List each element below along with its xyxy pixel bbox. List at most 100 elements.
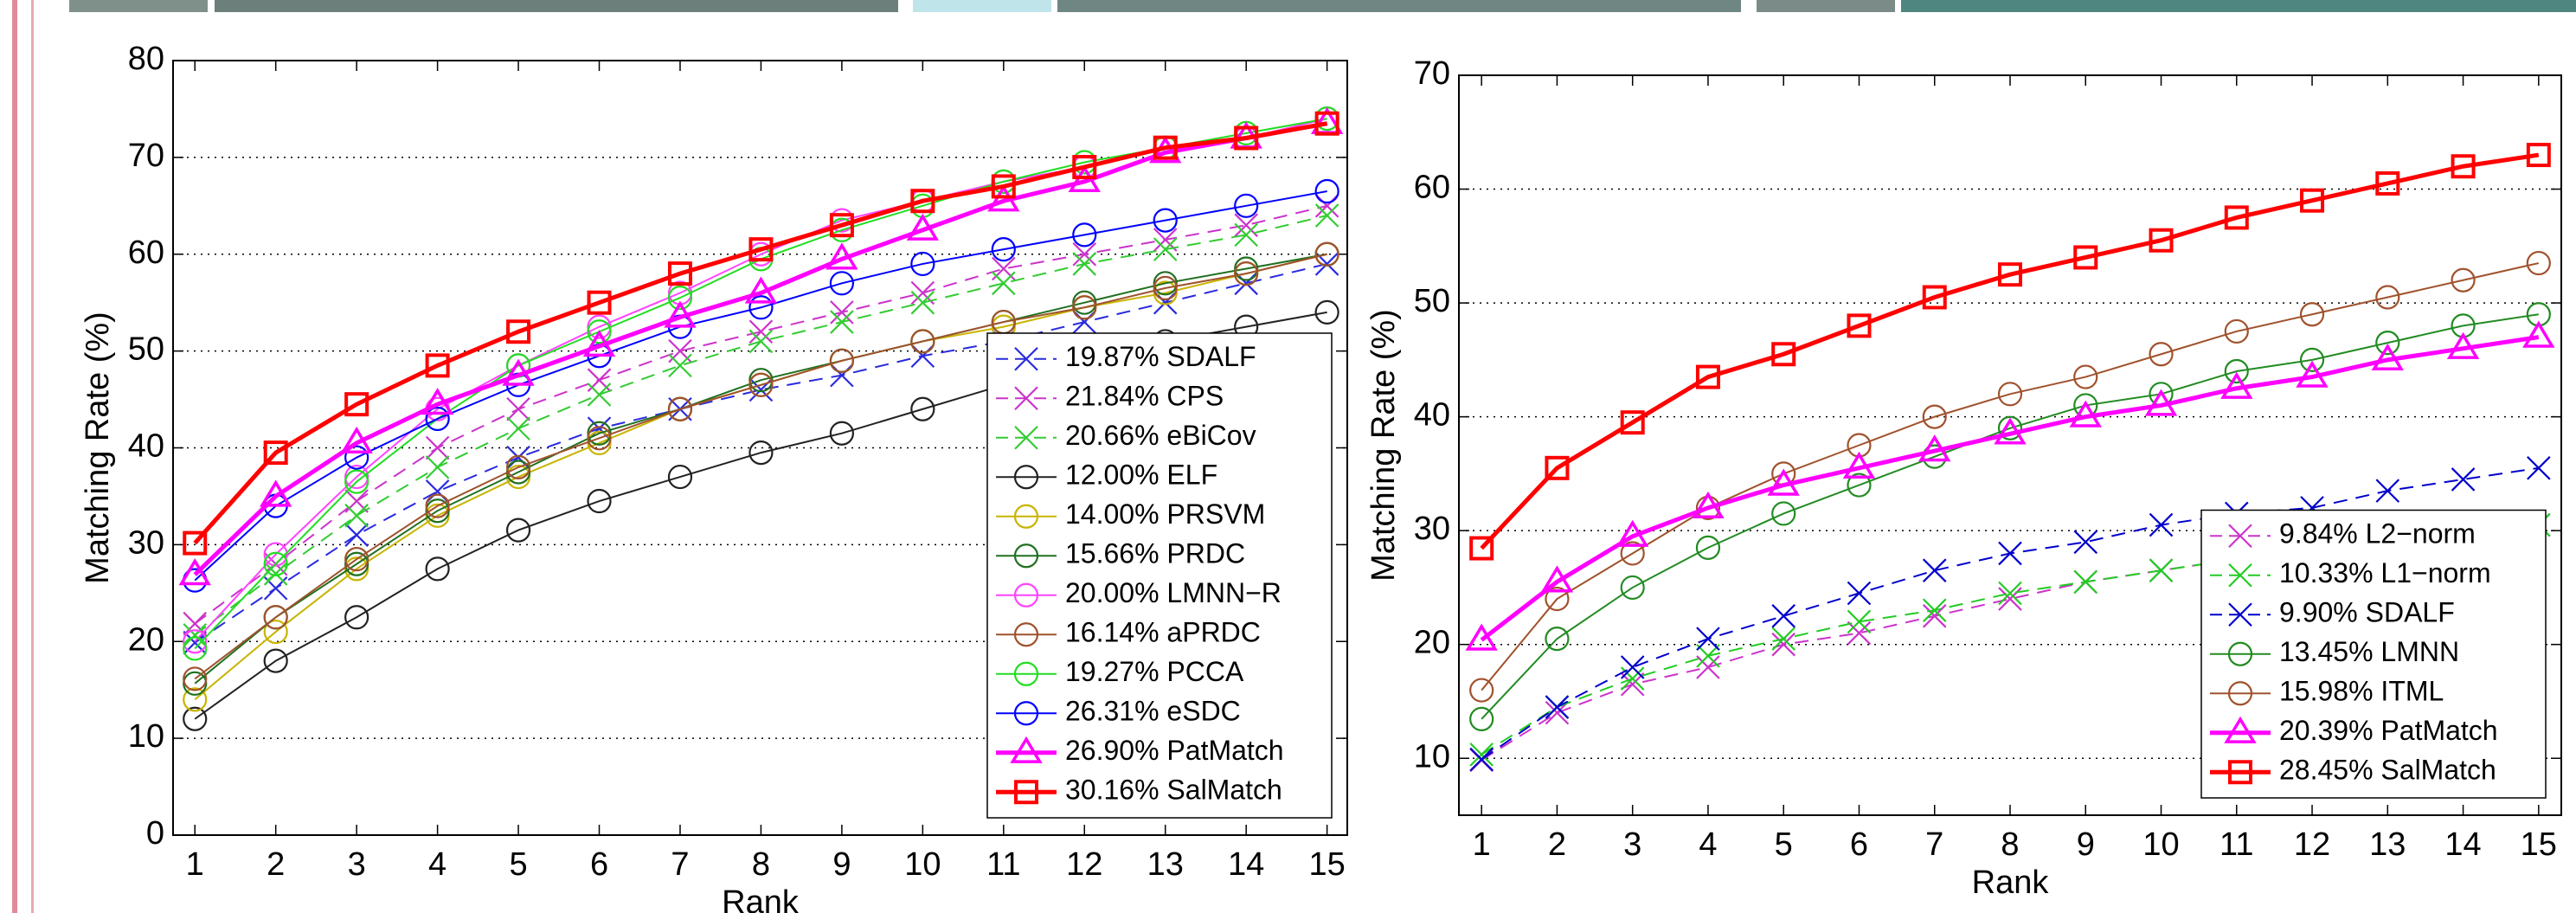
page-border — [31, 0, 34, 913]
legend-label: 16.14% aPRDC — [1065, 617, 1261, 648]
marker — [1771, 632, 1795, 657]
legend-label: 19.27% PCCA — [1065, 656, 1244, 687]
series-line — [1480, 335, 2540, 642]
marker — [1465, 623, 1498, 651]
y-tick-label: 60 — [1414, 170, 1450, 206]
marker — [1314, 111, 1339, 136]
marker — [2149, 512, 2174, 537]
marker — [825, 242, 858, 270]
y-tick-label: 70 — [1414, 55, 1450, 92]
series-line — [194, 190, 1327, 582]
marker — [183, 666, 208, 691]
marker — [2228, 602, 2252, 627]
marker — [2227, 681, 2253, 706]
marker — [1545, 455, 1570, 480]
marker — [263, 605, 288, 630]
marker — [748, 440, 774, 466]
marker — [425, 435, 450, 460]
marker — [1918, 434, 1951, 462]
legend-label: 26.90% PatMatch — [1065, 735, 1284, 766]
marker — [1620, 655, 1645, 679]
marker — [425, 455, 450, 479]
marker — [1771, 342, 1796, 367]
marker — [1234, 222, 1258, 248]
marker — [263, 562, 288, 586]
marker — [992, 271, 1016, 296]
marker — [587, 383, 612, 407]
x-tick-label: 7 — [1925, 826, 1943, 863]
y-tick-label: 0 — [146, 815, 164, 852]
marker — [830, 363, 854, 388]
marker — [506, 319, 531, 344]
marker — [344, 469, 369, 494]
x-tick-label: 3 — [348, 846, 366, 883]
legend-label: 14.00% PRSVM — [1065, 498, 1265, 530]
marker — [2371, 343, 2404, 370]
legend-label: 30.16% SalMatch — [1065, 775, 1282, 806]
x-tick-label: 13 — [2369, 826, 2406, 863]
marker — [1234, 125, 1259, 151]
marker — [344, 551, 369, 576]
marker — [2220, 371, 2253, 399]
marker — [910, 396, 935, 421]
marker — [2296, 360, 2329, 388]
marker — [1847, 313, 1872, 338]
y-tick-label: 30 — [128, 524, 164, 561]
marker — [1847, 609, 1872, 634]
marker — [425, 353, 450, 378]
marker — [1314, 178, 1339, 204]
x-tick-label: 12 — [1066, 846, 1102, 883]
marker — [425, 493, 450, 518]
marker — [748, 319, 774, 344]
marker — [829, 213, 854, 238]
marker — [1545, 627, 1570, 652]
marker — [2375, 285, 2400, 310]
x-tick-label: 5 — [1775, 826, 1793, 863]
marker — [183, 611, 208, 636]
marker — [344, 547, 369, 572]
marker — [2299, 347, 2325, 372]
marker — [2451, 267, 2476, 293]
marker — [506, 396, 530, 421]
marker — [1771, 627, 1795, 651]
marker — [505, 454, 531, 479]
marker — [1545, 586, 1570, 612]
marker — [1922, 285, 1947, 310]
marker — [1847, 473, 1872, 498]
marker — [340, 426, 373, 454]
y-tick-label: 10 — [128, 718, 164, 755]
marker — [1922, 558, 1947, 582]
marker — [1616, 519, 1649, 547]
marker — [2224, 716, 2257, 743]
marker — [1540, 565, 1574, 593]
marker — [910, 251, 935, 277]
marker — [2375, 170, 2400, 196]
marker — [748, 329, 774, 354]
marker — [1695, 535, 1721, 560]
marker — [1922, 598, 1947, 623]
marker — [425, 406, 450, 432]
marker — [2526, 250, 2551, 276]
marker — [2224, 358, 2249, 384]
marker — [1922, 604, 1947, 628]
marker — [2451, 154, 2476, 179]
series-line — [194, 253, 1327, 680]
y-tick-label: 80 — [128, 41, 164, 77]
x-tick-label: 4 — [428, 846, 446, 883]
marker — [748, 295, 774, 320]
marker — [505, 518, 531, 543]
legend: 9.84% L2−norm 10.33% L1−norm 9.90% SDALF 13… — [2200, 509, 2547, 799]
marker — [2073, 245, 2098, 270]
marker — [2228, 524, 2252, 549]
marker — [1696, 627, 1720, 651]
marker — [425, 498, 450, 524]
x-axis-label: Rank — [1972, 865, 2050, 901]
x-tick-label: 5 — [509, 846, 527, 883]
x-tick-label: 12 — [2294, 826, 2330, 863]
x-tick-label: 10 — [904, 846, 941, 883]
legend-label: 21.84% CPS — [1065, 381, 1224, 412]
legend-label: 9.90% SDALF — [2279, 597, 2455, 628]
y-tick-label: 20 — [1414, 625, 1450, 661]
